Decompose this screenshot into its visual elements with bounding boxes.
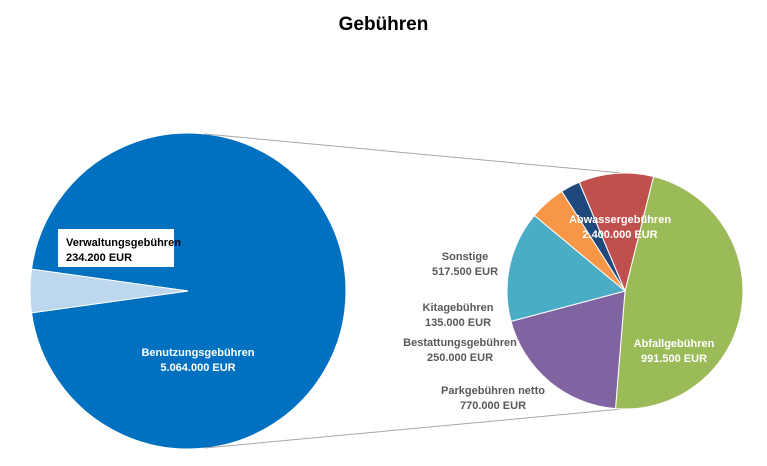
label-benutzungsgebuehren-value: 5.064.000 EUR [160,362,235,374]
label-verwaltungsgebuehren-value: 234.200 EUR [66,252,132,264]
connector-bottom [204,408,623,449]
label-verwaltungsgebuehren-name: Verwaltungsgebühren [66,237,181,249]
slice-abfallgebuehren [510,290,626,410]
label-verwaltungsgebuehren-background [58,229,174,267]
slice-benutzungsgebuehren [30,132,347,450]
secondary-pie [506,172,744,410]
label-benutzungsgebuehren-name: Benutzungsgebühren [141,347,254,359]
label-bestattungsgebuehren-value: 250.000 EUR [427,352,493,364]
label-bestattungsgebuehren-name: Bestattungsgebühren [403,337,517,349]
slice-verwaltungsgebuehren [29,268,189,314]
connector-lines [204,133,623,449]
label-bestattungsgebuehren: Bestattungsgebühren 250.000 EUR [403,337,517,364]
label-abfallgebuehren-name: Abfallgebühren [634,338,715,350]
label-parkgebuehren-netto-value: 770.000 EUR [460,400,526,412]
label-sonstige-name: Sonstige [442,251,488,263]
label-kitagebuehren: Kitagebühren 135.000 EUR [423,302,494,329]
label-abfallgebuehren-value: 991.500 EUR [641,353,707,365]
label-kitagebuehren-name: Kitagebühren [423,302,494,314]
chart-title: Gebühren [338,14,429,35]
label-parkgebuehren-netto: Parkgebühren netto 770.000 EUR [441,385,545,412]
label-abfallgebuehren: Abfallgebühren 991.500 EUR [634,338,715,365]
label-abwassergebuehren: Abwassergebühren 2.400.000 EUR [569,214,671,241]
label-sonstige-value: 517.500 EUR [432,266,498,278]
label-parkgebuehren-netto-name: Parkgebühren netto [441,385,545,397]
slice-sonstige [578,172,655,293]
label-verwaltungsgebuehren: Verwaltungsgebühren 234.200 EUR [58,229,181,267]
data-labels: Benutzungsgebühren 5.064.000 EUR Verwaltun… [58,214,715,412]
label-abwassergebuehren-name: Abwassergebühren [569,214,671,226]
connector-top [204,133,623,174]
label-abwassergebuehren-value: 2.400.000 EUR [582,229,657,241]
label-kitagebuehren-value: 135.000 EUR [425,317,491,329]
main-pie [29,132,347,450]
slice-parkgebuehren-netto [506,214,627,322]
label-sonstige: Sonstige 517.500 EUR [432,251,498,278]
label-benutzungsgebuehren: Benutzungsgebühren 5.064.000 EUR [141,347,254,374]
slice-abwassergebuehren [614,175,744,410]
